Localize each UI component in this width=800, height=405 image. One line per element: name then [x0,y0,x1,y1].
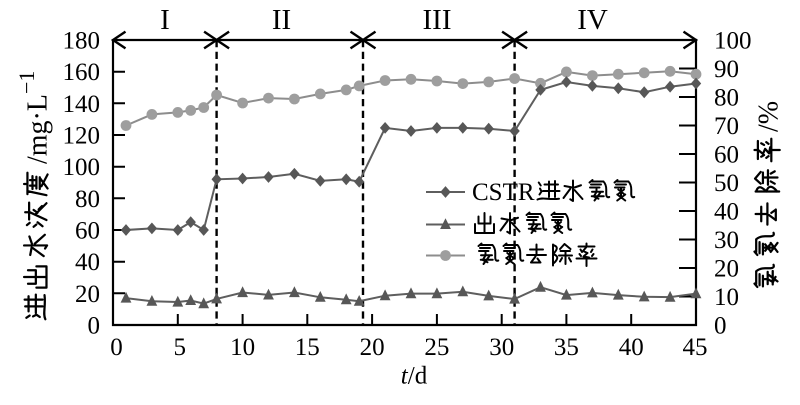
svg-text:45: 45 [683,334,708,361]
svg-text:100: 100 [714,28,752,55]
svg-text:100: 100 [63,154,101,181]
svg-text:160: 160 [63,59,101,86]
svg-text:/%: /% [754,101,785,132]
svg-text:I: I [160,4,170,36]
svg-text:35: 35 [554,334,579,361]
svg-text:0: 0 [714,313,727,340]
svg-text:IV: IV [577,4,608,36]
svg-text:10: 10 [714,284,739,311]
svg-text:40: 40 [75,249,100,276]
svg-text:0: 0 [110,334,123,361]
svg-text:20: 20 [714,256,739,283]
svg-text:20: 20 [75,281,100,308]
svg-text:80: 80 [714,85,739,112]
svg-text:40: 40 [714,199,739,226]
svg-text:40: 40 [619,334,644,361]
svg-text:70: 70 [714,113,739,140]
svg-text:30: 30 [489,334,514,361]
svg-text:50: 50 [714,170,739,197]
svg-text:120: 120 [63,123,101,150]
svg-text:5: 5 [174,334,187,361]
svg-text:/mg·L: /mg·L [23,94,54,164]
svg-text:80: 80 [75,186,100,213]
svg-text:0: 0 [88,313,101,340]
svg-text:10: 10 [230,334,255,361]
svg-text:CSTR: CSTR [472,179,535,206]
svg-text:−1: −1 [14,71,39,94]
svg-text:t/d: t/d [401,363,428,390]
svg-text:180: 180 [63,28,101,55]
svg-text:60: 60 [75,218,100,245]
svg-text:20: 20 [360,334,385,361]
svg-text:30: 30 [714,227,739,254]
svg-text:60: 60 [714,142,739,169]
svg-text:15: 15 [295,334,320,361]
svg-text:II: II [272,4,291,36]
svg-text:90: 90 [714,56,739,83]
svg-text:25: 25 [424,334,449,361]
svg-text:III: III [423,4,452,36]
svg-text:140: 140 [63,91,101,118]
